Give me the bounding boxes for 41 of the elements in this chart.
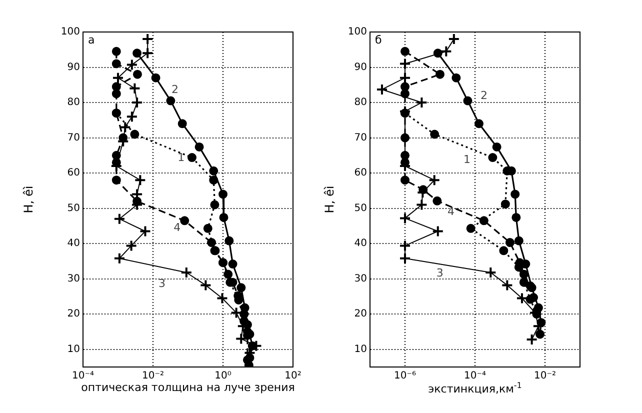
y-tick-label: 40 — [67, 238, 80, 250]
y-tick-label: 90 — [354, 62, 367, 73]
y-axis-title: H, êì — [322, 186, 336, 214]
y-tick-label: 80 — [354, 97, 367, 108]
y-tick-label: 70 — [354, 132, 367, 144]
x-tick-label: 10⁻⁶ — [394, 370, 416, 382]
x-tick-label: 10⁻² — [142, 370, 164, 382]
x-axis-title: экстинкция,км$^{-1}$ — [427, 381, 523, 396]
x-tick-label: 10² — [284, 370, 302, 382]
annotation: б — [375, 33, 382, 46]
series-label: 4 — [448, 204, 455, 218]
y-tick-label: 90 — [67, 62, 80, 73]
x-tick-label: 10⁻⁴ — [72, 370, 94, 382]
y-tick-label: 70 — [67, 132, 80, 144]
y-tick-label: 80 — [67, 97, 80, 108]
y-tick-label: 10 — [67, 344, 80, 355]
annotation: а — [88, 33, 95, 46]
y-axis-title: H, êì — [21, 186, 36, 214]
y-tick-label: 20 — [354, 308, 367, 320]
x-tick-label: 10⁻⁴ — [464, 370, 486, 382]
y-tick-label: 100 — [60, 26, 80, 38]
y-tick-label: 60 — [67, 168, 80, 179]
y-tick-label: 100 — [348, 26, 367, 38]
x-axis-title: оптическая толщина на луче зрения — [80, 381, 296, 394]
y-tick-label: 60 — [354, 168, 367, 179]
y-tick-label: 40 — [354, 238, 367, 250]
y-tick-label: 50 — [67, 202, 80, 214]
series-label: 3 — [158, 276, 166, 290]
series-label: 1 — [464, 152, 471, 166]
y-tick-label: 50 — [354, 202, 367, 214]
series-label: 2 — [171, 82, 178, 96]
series-label: 1 — [178, 150, 185, 164]
y-tick-label: 20 — [67, 308, 80, 320]
x-tick-label: 10⁻² — [534, 370, 556, 382]
y-tick-label: 30 — [67, 273, 80, 284]
series-label: 3 — [436, 266, 444, 280]
y-tick-label: 10 — [354, 344, 367, 355]
x-tick-label: 10⁰ — [214, 370, 232, 382]
series-label: 4 — [174, 220, 181, 234]
y-tick-label: 30 — [354, 273, 367, 284]
series-label: 2 — [480, 88, 488, 102]
